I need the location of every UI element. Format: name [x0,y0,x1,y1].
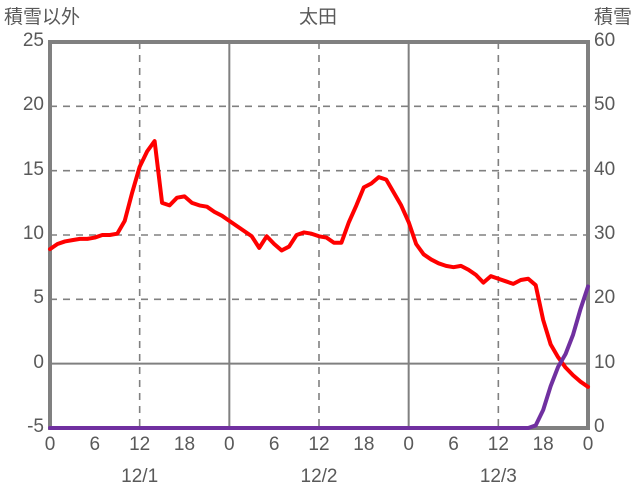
y-left-tick-label: 20 [22,94,44,116]
y-right-tick-label: 10 [594,351,616,373]
series-layer [48,139,590,430]
page-title: 太田 [298,7,337,28]
x-hour-tick-label: 12 [308,434,330,455]
x-hour-tick-label: 18 [353,434,375,455]
x-day-label: 12/2 [300,466,338,487]
x-hour-tick-label: 18 [173,434,196,455]
y-right-tick-label: 40 [594,158,616,180]
y-left-tick-label: 0 [33,351,44,373]
x-hour-tick-label: 0 [44,434,56,455]
y-left-tick-label: 10 [22,223,44,244]
x-hour-tick-label: 12 [129,434,151,455]
x-hour-tick-label: 6 [268,434,280,455]
right-axis-title: 積雪 [593,7,632,28]
grid-layer [50,42,588,428]
x-hour-tick-label: 6 [89,434,101,455]
x-hour-tick-label: 12 [487,434,509,455]
y-right-tick-label: 30 [594,223,616,244]
x-day-label: 12/1 [121,466,159,487]
series-line-temperature [48,139,590,389]
y-right-tick-label: 0 [594,416,605,437]
x-hour-tick-label: 0 [582,434,594,455]
y-left-tick-label: 5 [33,287,44,309]
y-left-tick-label: -5 [27,416,44,437]
y-right-tick-label: 50 [594,94,616,116]
x-hour-tick-label: 0 [224,434,235,455]
y-left-tick-label: 25 [22,30,44,51]
y-right-tick-label: 60 [594,30,616,51]
y-left-tick-label: 15 [22,158,44,180]
x-hour-tick-label: 0 [403,434,414,455]
y-right-tick-label: 20 [594,287,616,309]
series-line-snow [48,284,590,430]
left-axis-title: 積雪以外 [4,7,81,28]
x-hour-tick-label: 18 [532,434,554,455]
x-day-label: 12/3 [479,466,517,487]
x-hour-tick-label: 6 [448,434,459,455]
